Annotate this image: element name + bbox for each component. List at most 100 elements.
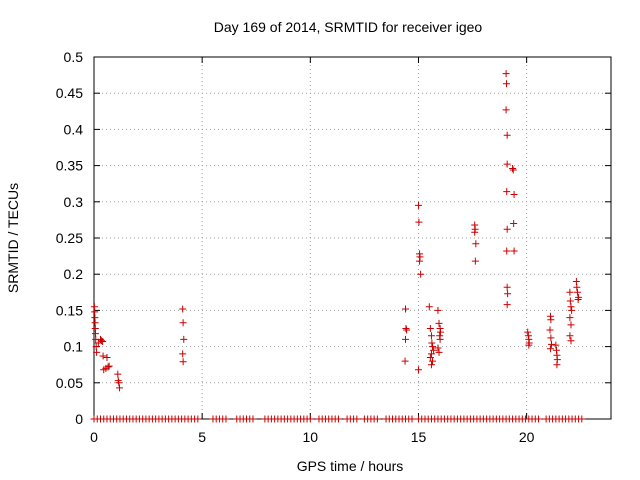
data-point	[414, 201, 422, 209]
data-point	[566, 332, 574, 340]
data-point	[552, 341, 560, 349]
data-point	[434, 306, 442, 314]
x-tick-label: 10	[303, 429, 319, 445]
data-point	[99, 338, 107, 346]
tick-labels: 0 0.05 0.1 0.15 0.2 0.25 0.3 0.35 0.4 0.45 0.5 0 5 10…	[56, 49, 535, 445]
data-point	[503, 188, 511, 196]
data-point	[503, 80, 511, 88]
data-point	[104, 363, 112, 371]
x-tick-label: 20	[519, 429, 535, 445]
data-point	[426, 325, 434, 332]
y-tick-label: 0.05	[56, 375, 83, 391]
data-point	[509, 166, 517, 174]
data-point	[179, 319, 187, 327]
data-point	[547, 334, 555, 342]
data-point	[546, 326, 554, 334]
data-point	[503, 160, 511, 168]
data-point	[415, 218, 423, 226]
data-point	[547, 316, 555, 324]
plot-frame	[93, 56, 612, 420]
data-point	[435, 319, 443, 327]
y-tick-label: 0.4	[64, 121, 84, 137]
data-point	[471, 228, 479, 236]
y-tick-label: 0.25	[56, 230, 83, 246]
chart-title: Day 169 of 2014, SRMTID for receiver ige…	[214, 19, 483, 35]
data-point	[306, 415, 314, 423]
data-point	[567, 303, 575, 311]
data-point	[116, 384, 124, 392]
data-point	[402, 325, 410, 332]
data-point	[426, 353, 434, 361]
data-point	[574, 296, 582, 304]
data-point	[373, 415, 381, 423]
data-point	[417, 270, 425, 278]
data-point	[524, 328, 532, 336]
data-point	[428, 339, 436, 347]
x-tick-label: 5	[198, 429, 206, 445]
data-point	[427, 332, 435, 340]
data-point	[249, 415, 257, 423]
data-point	[525, 341, 533, 349]
data-point	[578, 415, 586, 423]
y-tick-label: 0.5	[64, 49, 84, 65]
x-axis-label: GPS time / hours	[297, 458, 404, 474]
data-point	[504, 290, 512, 298]
y-tick-label: 0.2	[64, 266, 84, 282]
y-tick-label: 0	[75, 411, 83, 427]
data-point	[573, 283, 581, 291]
data-point	[436, 335, 444, 343]
data-point	[105, 362, 113, 370]
data-point	[503, 247, 511, 255]
data-point	[553, 361, 561, 369]
data-point	[566, 288, 574, 296]
data-point	[98, 337, 106, 345]
data-point	[334, 415, 342, 423]
data-point	[179, 350, 187, 358]
data-point	[403, 326, 411, 334]
data-point	[434, 344, 442, 352]
data-point	[429, 343, 437, 351]
data-points	[90, 70, 586, 423]
data-point	[179, 305, 187, 313]
data-point	[408, 415, 416, 423]
data-point	[430, 346, 438, 354]
data-point	[353, 415, 361, 423]
data-point	[510, 220, 518, 228]
grid-lines	[94, 57, 611, 419]
data-point	[437, 328, 445, 336]
data-point	[414, 366, 422, 374]
data-point	[502, 106, 510, 114]
data-point	[179, 358, 187, 366]
data-point	[180, 335, 188, 343]
data-point	[429, 357, 437, 365]
data-point	[401, 357, 409, 365]
data-point	[573, 288, 581, 296]
data-point	[566, 314, 574, 322]
data-point	[472, 240, 480, 248]
data-point	[567, 337, 575, 345]
data-point	[535, 415, 543, 423]
data-point	[502, 70, 510, 78]
x-tick-label: 0	[90, 429, 98, 445]
data-point	[99, 352, 107, 360]
data-point	[93, 348, 101, 356]
y-tick-label: 0.35	[56, 158, 83, 174]
data-point	[510, 247, 518, 255]
y-tick-label: 0.3	[64, 194, 84, 210]
data-point	[509, 164, 517, 172]
x-tick-label: 15	[411, 429, 427, 445]
data-point	[401, 335, 409, 343]
data-point	[435, 348, 443, 356]
y-axis-label: SRMTID / TECUs	[5, 183, 21, 293]
data-point	[503, 283, 511, 291]
y-tick-label: 0.15	[56, 302, 83, 318]
data-point	[503, 225, 511, 233]
data-point	[548, 340, 556, 348]
data-point	[425, 303, 433, 311]
data-point	[471, 257, 479, 265]
data-point	[222, 415, 230, 423]
data-point	[567, 321, 575, 329]
data-point	[115, 379, 123, 387]
data-point	[427, 361, 435, 369]
axis-ticks	[93, 56, 611, 420]
